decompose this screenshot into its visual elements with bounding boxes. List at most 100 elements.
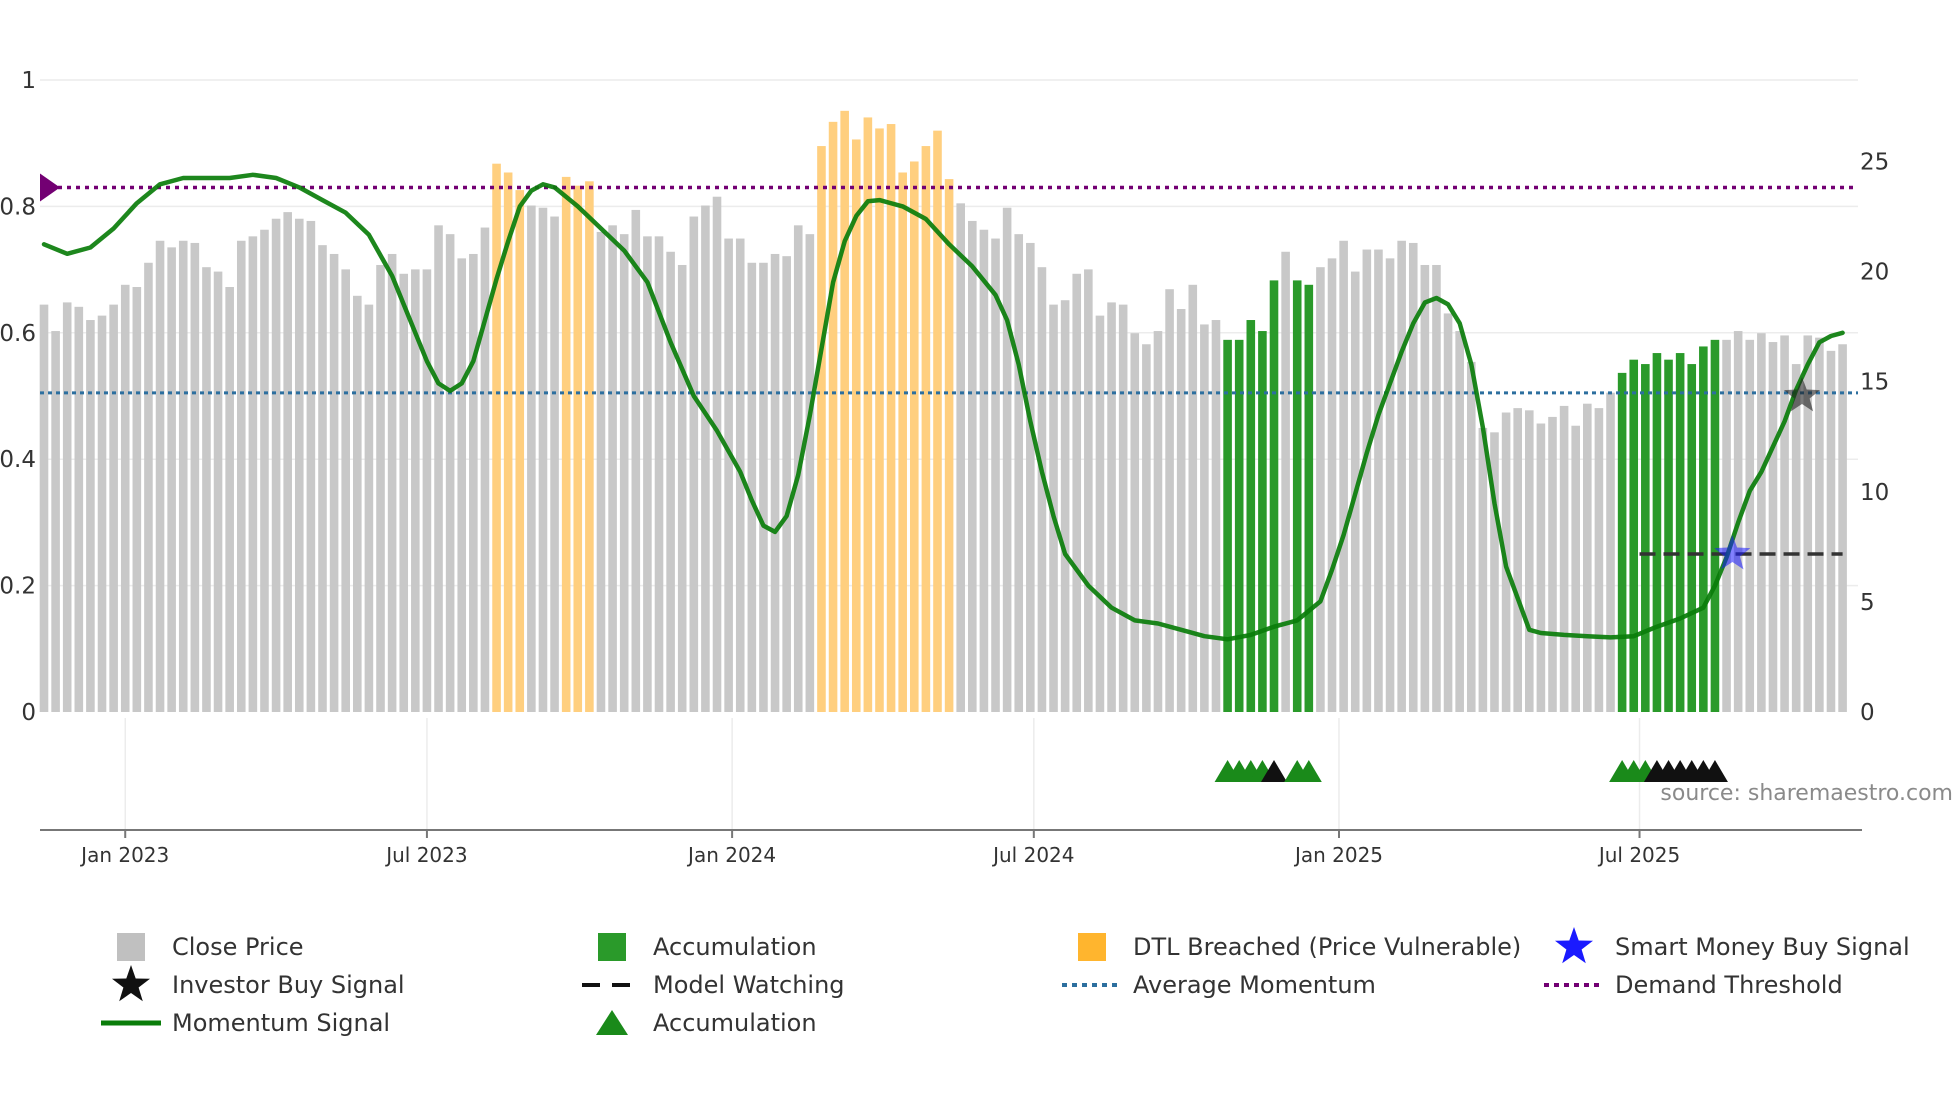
- close-price-bar: [97, 315, 107, 712]
- close-price-bar: [643, 236, 652, 712]
- close-price-bar: [434, 225, 443, 712]
- close-price-bar: [1002, 207, 1012, 712]
- close-price-bar: [1791, 364, 1801, 712]
- close-price-bar: [1455, 331, 1464, 712]
- dtl-breached-bar: [515, 190, 525, 713]
- y-left-tick-label: 0.2: [0, 574, 36, 600]
- close-price-bar: [1583, 403, 1592, 712]
- close-price-bar: [1536, 423, 1546, 712]
- close-price-bar: [1478, 427, 1488, 712]
- close-price-bar: [770, 253, 780, 713]
- close-price-bar: [376, 264, 385, 712]
- close-price-bar: [596, 231, 606, 712]
- dtl-breached-bar: [921, 146, 931, 712]
- close-price-bar: [1362, 249, 1372, 712]
- close-price-bar: [1176, 309, 1186, 712]
- dtl-breached-bar: [585, 181, 594, 713]
- close-price-bar: [1026, 242, 1035, 712]
- close-price-bar: [271, 218, 281, 713]
- close-price-bar: [1803, 335, 1813, 712]
- close-price-bar: [1084, 269, 1093, 712]
- y-right-tick-label: 0: [1860, 700, 1875, 726]
- close-price-bar: [1559, 405, 1569, 712]
- legend-label: DTL Breached (Price Vulnerable): [1133, 933, 1521, 961]
- y-right-tick-label: 25: [1860, 149, 1889, 175]
- legend-label: Accumulation: [653, 1009, 817, 1037]
- axes: Jan 2023 Jul 2023 Jan 2024 Jul 2024 Jan 2025…: [0, 68, 1889, 867]
- close-price-bar: [318, 245, 327, 712]
- close-price-bar: [619, 234, 629, 712]
- close-price-bar: [1397, 240, 1406, 712]
- close-price-bar: [155, 240, 165, 712]
- x-tick-label: Jan 2024: [686, 843, 776, 867]
- close-price-bar: [1826, 350, 1836, 712]
- close-price-bar: [480, 227, 490, 712]
- legend-label: Demand Threshold: [1615, 971, 1843, 999]
- legend-label: Average Momentum: [1133, 971, 1376, 999]
- close-price-bar: [701, 205, 710, 712]
- accumulation-bar: [1258, 331, 1267, 712]
- close-price-bar: [260, 229, 269, 712]
- accumulation-triangle: [1295, 760, 1322, 782]
- dtl-breached-bar: [817, 146, 826, 712]
- close-price-bar: [74, 306, 84, 712]
- accumulation-bar: [1652, 353, 1662, 712]
- close-price-bar: [968, 220, 977, 713]
- accumulation-bar: [1675, 353, 1685, 712]
- model-watching-triangle: [1701, 760, 1728, 782]
- x-tick-label: Jan 2023: [79, 843, 169, 867]
- close-price-bar: [1466, 361, 1476, 712]
- dtl-breached-bar: [886, 124, 896, 712]
- x-tick-label: Jan 2025: [1293, 843, 1383, 867]
- x-tick-label: Jul 2023: [384, 843, 467, 867]
- close-price-bar: [1130, 333, 1140, 712]
- close-price-bar: [1432, 264, 1441, 712]
- close-price-bar: [1838, 344, 1847, 712]
- close-price-bar: [39, 304, 49, 712]
- close-price-bar: [1594, 408, 1604, 712]
- dtl-breached-bar: [944, 179, 954, 713]
- close-price-bar: [759, 262, 768, 712]
- close-price-bar: [1780, 335, 1789, 712]
- close-price-bar: [1443, 313, 1453, 712]
- close-price-bar: [457, 258, 467, 712]
- close-price-bar: [1327, 258, 1337, 712]
- close-price-bar: [1165, 289, 1174, 712]
- close-price-bar: [225, 286, 234, 712]
- close-price-bar: [538, 207, 548, 712]
- close-price-bar: [1490, 432, 1499, 712]
- close-price-bar: [1211, 320, 1221, 712]
- accumulation-bar: [1629, 359, 1639, 712]
- close-price-bar: [178, 240, 188, 712]
- dtl-breached-bar: [909, 161, 919, 712]
- close-price-bar: [1385, 258, 1395, 712]
- close-price-bar: [283, 212, 292, 713]
- accumulation-bar: [1641, 364, 1650, 712]
- legend-swatch-square: [117, 933, 145, 961]
- close-price-bar: [294, 218, 304, 713]
- legend-swatch-square: [1078, 933, 1106, 961]
- y-right-tick-label: 5: [1860, 590, 1875, 616]
- dtl-breached-bar: [828, 121, 838, 712]
- close-price-bar: [1188, 284, 1198, 712]
- demand-threshold-marker: [40, 173, 60, 202]
- legend-label: Investor Buy Signal: [172, 971, 405, 999]
- legend-label: Momentum Signal: [172, 1009, 390, 1037]
- close-price-bar: [1118, 304, 1128, 712]
- close-price-bar: [120, 284, 130, 712]
- close-price-bar: [1142, 344, 1151, 712]
- close-price-bar: [527, 205, 536, 712]
- close-price-bar: [306, 220, 316, 713]
- close-price-bar: [608, 225, 617, 712]
- accumulation-bar: [1223, 339, 1232, 712]
- close-price-bar: [1037, 267, 1047, 712]
- close-price-bar: [399, 273, 409, 712]
- close-price-bar: [167, 247, 176, 712]
- close-price-bar: [1768, 342, 1778, 712]
- dtl-breached-bar: [561, 176, 571, 713]
- legend: Close Price Investor Buy Signal Momentum S…: [101, 927, 1910, 1037]
- close-price-bar: [132, 286, 142, 712]
- close-price-bar: [469, 253, 478, 713]
- accumulation-bar: [1292, 280, 1302, 712]
